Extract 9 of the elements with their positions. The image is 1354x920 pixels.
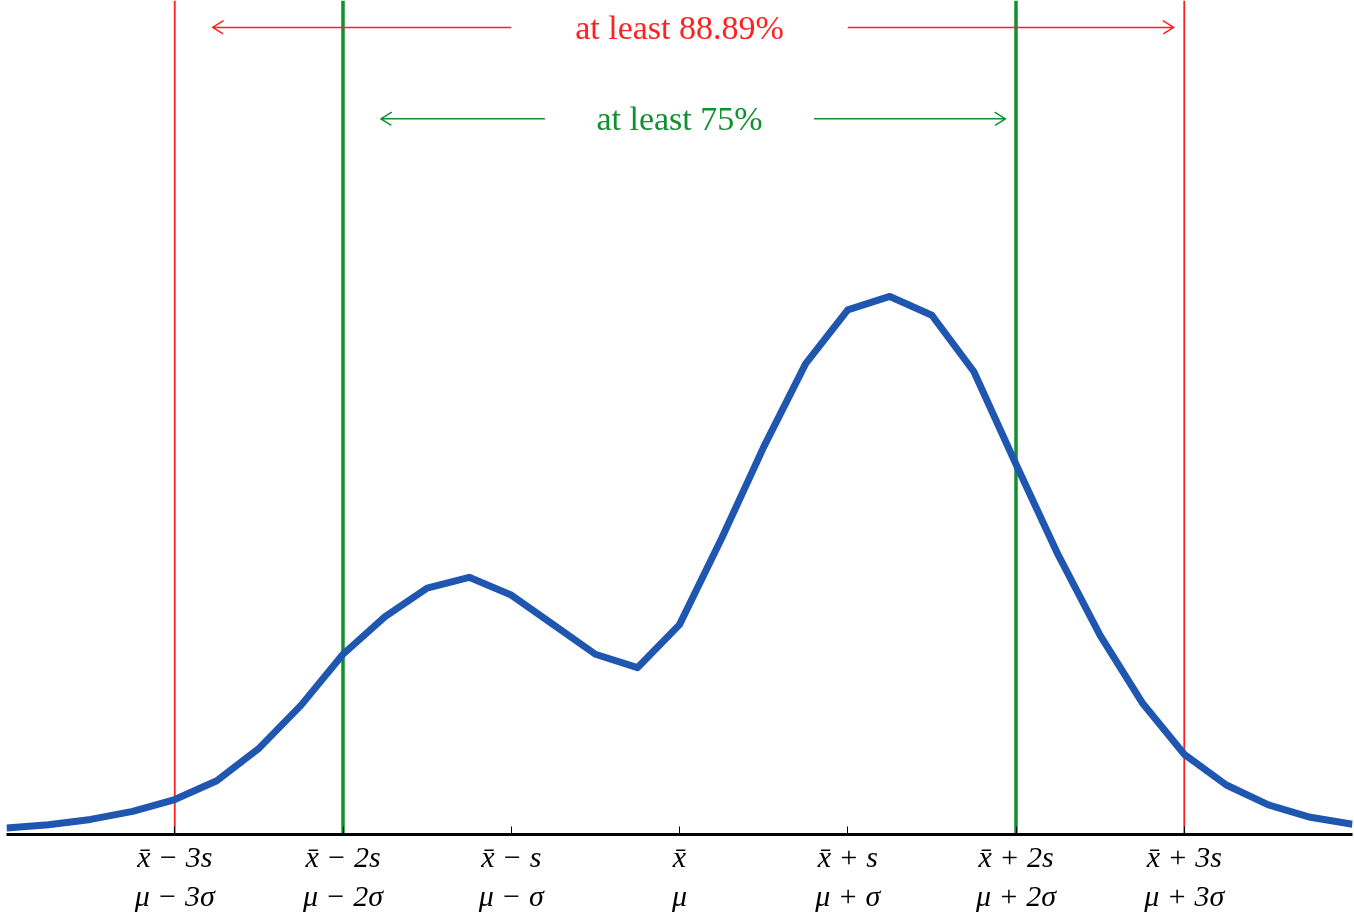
x-tick-label: x̄ − s μ − σ (477, 839, 545, 913)
x-tick-label: x̄ − 2s μ − 2σ (301, 839, 385, 913)
text: at least 75% (596, 100, 763, 138)
x-tick-label: x̄ μ (670, 839, 688, 913)
x-tick-label: x̄ − 3s μ − 3σ (133, 839, 216, 913)
x-tick-label: x̄ + 3s μ + 3σ (1143, 839, 1226, 913)
text: at least 88.89% (575, 8, 784, 46)
x-tick-label: x̄ + 2s μ + 2σ (974, 839, 1058, 913)
x-tick-label: x̄ + s μ + σ (814, 839, 882, 913)
